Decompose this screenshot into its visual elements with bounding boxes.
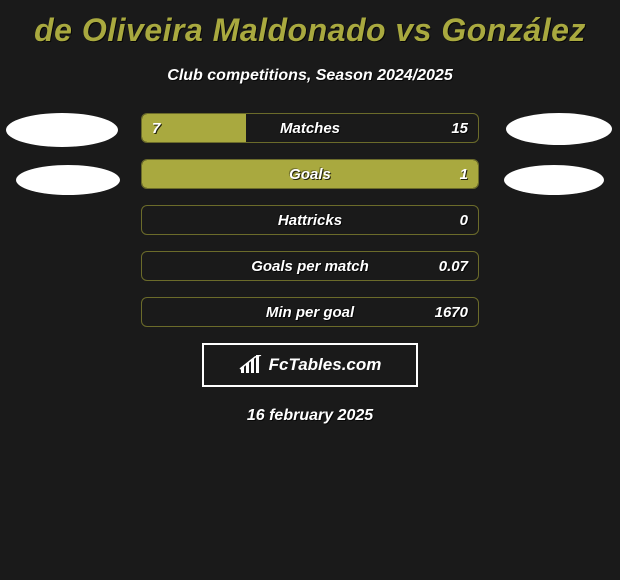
comparison-chart: 7Matches15 Goals1 Hattricks0 Goals per matc… <box>0 113 620 327</box>
bar-right-value: 1 <box>460 160 468 188</box>
logo-text: FcTables.com <box>269 355 382 375</box>
bar-row: 7Matches15 <box>141 113 479 143</box>
logo-box: FcTables.com <box>202 343 418 387</box>
bar-row: Min per goal1670 <box>141 297 479 327</box>
chart-icon <box>239 355 263 375</box>
subtitle: Club competitions, Season 2024/2025 <box>0 67 620 85</box>
date-label: 16 february 2025 <box>0 407 620 425</box>
bar-label: Matches <box>142 114 478 142</box>
bar-right-value: 1670 <box>435 298 468 326</box>
bar-row: Goals1 <box>141 159 479 189</box>
bar-label: Min per goal <box>142 298 478 326</box>
bar-right-value: 0 <box>460 206 468 234</box>
bar-row: Hattricks0 <box>141 205 479 235</box>
player-left-badge-2 <box>16 165 120 195</box>
player-right-badge-2 <box>504 165 604 195</box>
bar-right-value: 15 <box>451 114 468 142</box>
bars-container: 7Matches15 Goals1 Hattricks0 Goals per matc… <box>141 113 479 327</box>
bar-row: Goals per match0.07 <box>141 251 479 281</box>
bar-label: Goals <box>142 160 478 188</box>
bar-label: Goals per match <box>142 252 478 280</box>
player-right-badge-1 <box>506 113 612 145</box>
bar-label: Hattricks <box>142 206 478 234</box>
player-left-badge-1 <box>6 113 118 147</box>
page-title: de Oliveira Maldonado vs González <box>0 0 620 49</box>
bar-right-value: 0.07 <box>439 252 468 280</box>
